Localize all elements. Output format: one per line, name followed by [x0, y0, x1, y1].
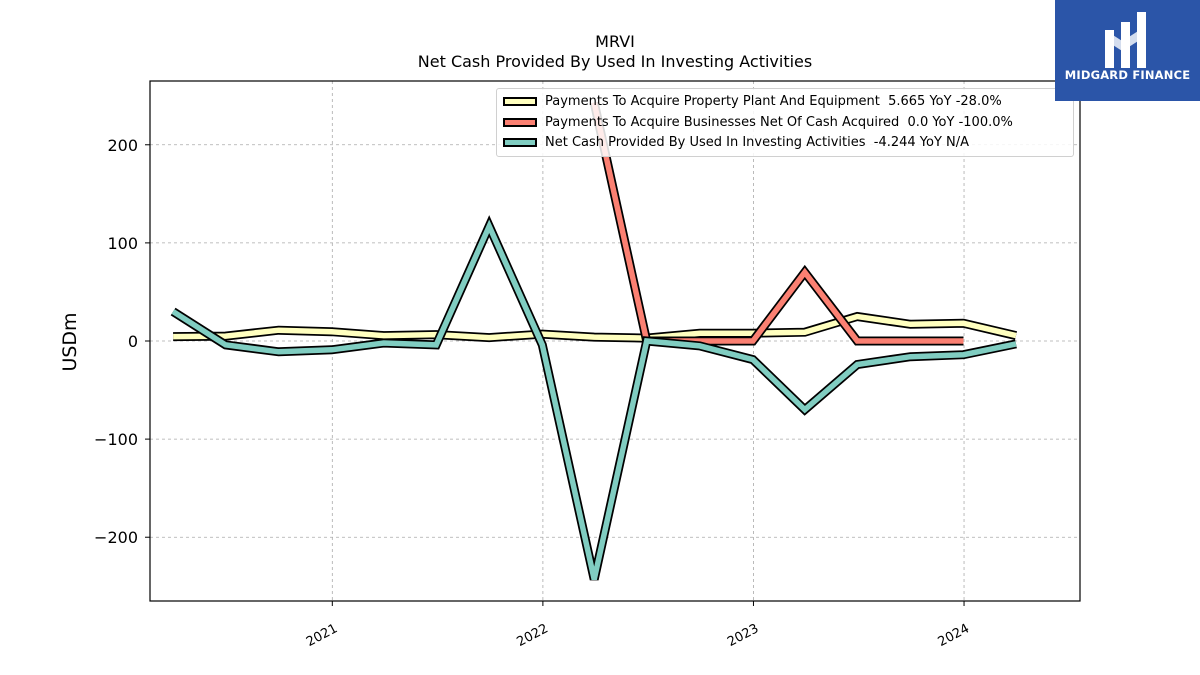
chart-title: MRVI	[595, 32, 635, 51]
x-tick-label: 2021	[304, 621, 340, 650]
y-tick-label: −100	[94, 430, 138, 449]
x-tick-label: 2023	[725, 621, 761, 650]
x-tick-label: 2022	[515, 621, 551, 650]
series-2	[170, 215, 1017, 581]
logo-mark-icon	[1105, 12, 1146, 68]
legend-entry-ppe: Payments To Acquire Property Plant And E…	[503, 92, 1002, 110]
legend-swatch-acquisitions	[503, 117, 537, 127]
chart-subtitle: Net Cash Provided By Used In Investing A…	[417, 52, 813, 71]
y-tick-label: 0	[128, 332, 138, 351]
y-tick-label: 100	[107, 234, 138, 253]
chart-legend: Payments To Acquire Property Plant And E…	[496, 88, 1074, 157]
logo-text: MIDGARD FINANCE	[1064, 68, 1191, 82]
axis-ticks: 200 100 0 −100 −200 2021 2022 2023 2024	[94, 136, 972, 650]
series-0	[173, 311, 1018, 343]
legend-label-investing: Net Cash Provided By Used In Investing A…	[545, 134, 970, 150]
legend-label-acquisitions: Payments To Acquire Businesses Net Of Ca…	[545, 114, 1013, 130]
legend-entry-investing: Net Cash Provided By Used In Investing A…	[503, 133, 969, 151]
legend-entry-acquisitions: Payments To Acquire Businesses Net Of Ca…	[503, 113, 1013, 131]
brand-logo: MIDGARD FINANCE	[1055, 0, 1200, 101]
legend-label-ppe: Payments To Acquire Property Plant And E…	[545, 93, 1002, 109]
series-lines	[170, 101, 1018, 581]
series-line	[173, 313, 1017, 341]
x-tick-label: 2024	[936, 621, 972, 650]
series-line-outline	[170, 215, 1017, 581]
legend-swatch-ppe	[503, 96, 537, 106]
y-tick-label: 200	[107, 136, 138, 155]
y-axis-label: USDm	[59, 312, 81, 371]
legend-swatch-investing	[503, 137, 537, 147]
y-tick-label: −200	[94, 528, 138, 547]
series-line	[171, 219, 1017, 580]
